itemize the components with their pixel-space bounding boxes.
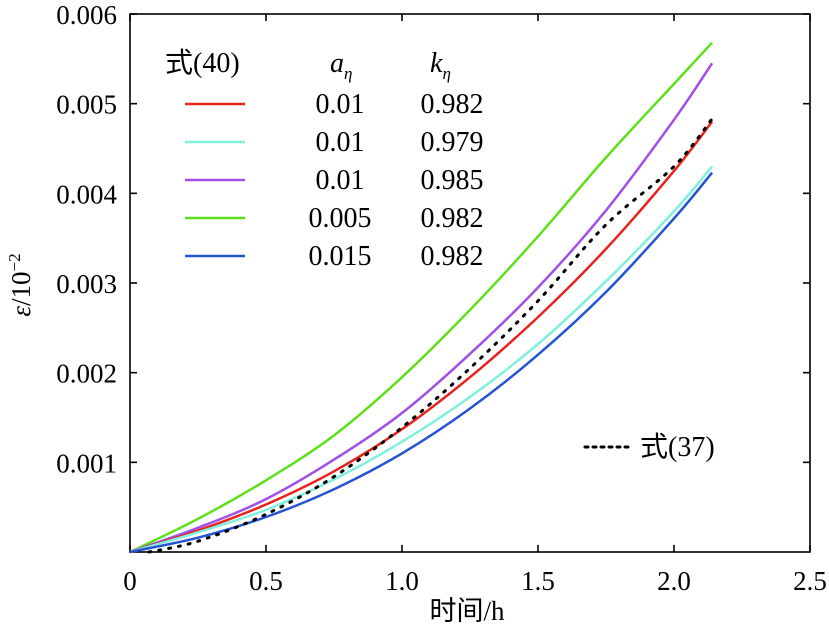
legend-row: 0.005 0.982 — [185, 203, 484, 234]
legend-a-value: 0.005 — [309, 203, 372, 234]
legend-row: 0.01 0.982 — [185, 89, 484, 120]
x-tick-label: 2.5 — [793, 566, 827, 596]
legend-a-value: 0.01 — [316, 89, 365, 120]
series-line-1 — [129, 62, 714, 554]
legend-a-value: 0.015 — [309, 241, 372, 272]
y-axis-title: ε/10−2 — [5, 253, 36, 316]
y-tick-label: 0.002 — [56, 359, 117, 389]
legend-a-value: 0.01 — [316, 127, 365, 158]
legend-col-a-header: aη — [330, 48, 352, 83]
legend-row: 0.01 0.985 — [185, 165, 484, 196]
legend-col-k-header: kη — [430, 48, 451, 83]
y-tick-label: 0.005 — [56, 90, 117, 120]
series-line-2 — [129, 120, 714, 554]
x-tick-label: 0.5 — [249, 566, 283, 596]
series-line-dotted — [147, 117, 714, 554]
legend-group-label: 式(40) — [165, 47, 240, 79]
y-tick-label: 0.003 — [56, 269, 117, 299]
legend-k-value: 0.982 — [421, 203, 484, 234]
legend-a-value: 0.01 — [316, 165, 365, 196]
x-tick-label: 2.0 — [657, 566, 691, 596]
legend-k-value: 0.982 — [421, 241, 484, 272]
y-tick-label: 0.006 — [56, 0, 117, 30]
y-tick-label: 0.001 — [56, 448, 117, 478]
legend-k-value: 0.979 — [421, 127, 484, 158]
legend-row: 0.015 0.982 — [185, 241, 484, 272]
series-line-3 — [129, 165, 714, 554]
axis-ticks: 0 0.5 1.0 1.5 2.0 2.5 0.001 0.002 0.003 0.004 0.00… — [56, 0, 827, 596]
x-tick-label: 1.5 — [521, 566, 555, 596]
legend-k-value: 0.982 — [421, 89, 484, 120]
series-line-0 — [129, 41, 714, 554]
y-tick-label: 0.004 — [56, 179, 117, 209]
legend-k-value: 0.985 — [421, 165, 484, 196]
x-axis-title: 时间/h — [429, 596, 505, 626]
x-tick-label: 0 — [123, 566, 137, 596]
legend-row: 0.01 0.979 — [185, 127, 484, 158]
series-lines — [129, 41, 714, 554]
x-tick-label: 1.0 — [385, 566, 419, 596]
legend-dotted-label: 式(37) — [640, 431, 715, 463]
legend-dotted-entry: 式(37) — [583, 431, 715, 463]
